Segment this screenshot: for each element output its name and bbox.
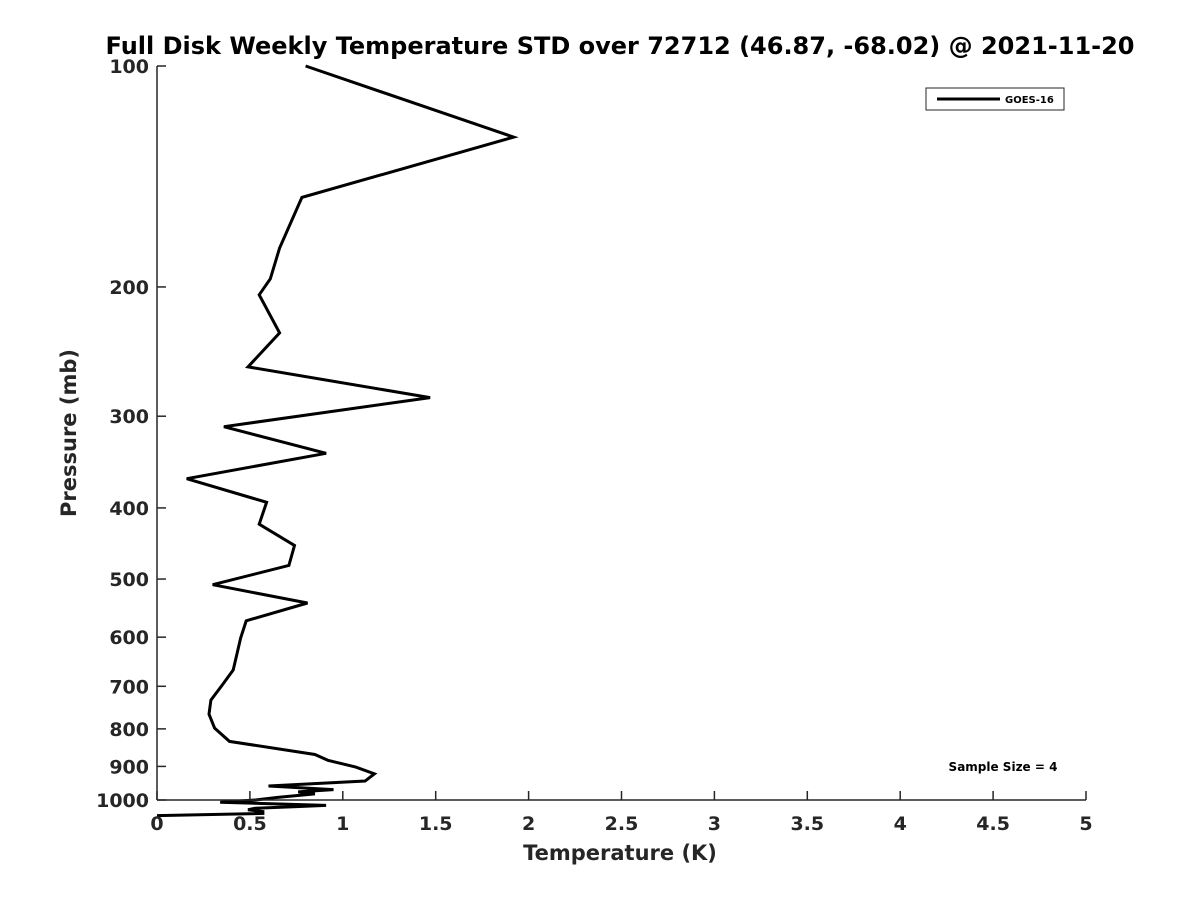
x-tick-label: 0 (150, 813, 163, 835)
x-tick-label: 4.5 (976, 813, 1010, 835)
x-tick-label: 3.5 (790, 813, 824, 835)
x-axis-label: Temperature (K) (523, 841, 717, 865)
x-tick-label: 1 (336, 813, 349, 835)
y-tick-labels: 100 200 300 400 500 600 700 800 900 1000 (96, 56, 149, 812)
x-tick-label: 0.5 (233, 813, 267, 835)
chart-title: Full Disk Weekly Temperature STD over 72… (106, 32, 1135, 60)
y-tick-label: 800 (109, 719, 149, 741)
y-tick-label: 300 (109, 406, 149, 428)
x-tick-label: 2 (522, 813, 535, 835)
x-tick-labels: 0 0.5 1 1.5 2 2.5 3 3.5 4 4.5 5 (150, 813, 1092, 835)
x-tick-label: 5 (1079, 813, 1092, 835)
y-tick-label: 200 (109, 277, 149, 299)
series-line-goes-16 (156, 64, 519, 818)
y-tick-label: 1000 (96, 790, 149, 812)
x-tick-label: 2.5 (605, 813, 639, 835)
axis-ticks (156, 65, 1087, 801)
y-tick-label: 700 (109, 676, 149, 698)
x-tick-label: 4 (894, 813, 907, 835)
sample-size-annotation: Sample Size = 4 (949, 760, 1058, 774)
y-tick-label: 600 (109, 627, 149, 649)
legend-entry-goes-16: GOES-16 (1005, 95, 1054, 106)
x-tick-label: 1.5 (419, 813, 453, 835)
plot-area (156, 64, 1087, 818)
y-tick-label: 100 (109, 56, 149, 78)
x-tick-label: 3 (708, 813, 721, 835)
y-tick-label: 500 (109, 569, 149, 591)
y-axis-label: Pressure (mb) (57, 349, 81, 517)
legend: GOES-16 (925, 87, 1065, 111)
y-tick-label: 400 (109, 498, 149, 520)
y-tick-label: 900 (109, 756, 149, 778)
